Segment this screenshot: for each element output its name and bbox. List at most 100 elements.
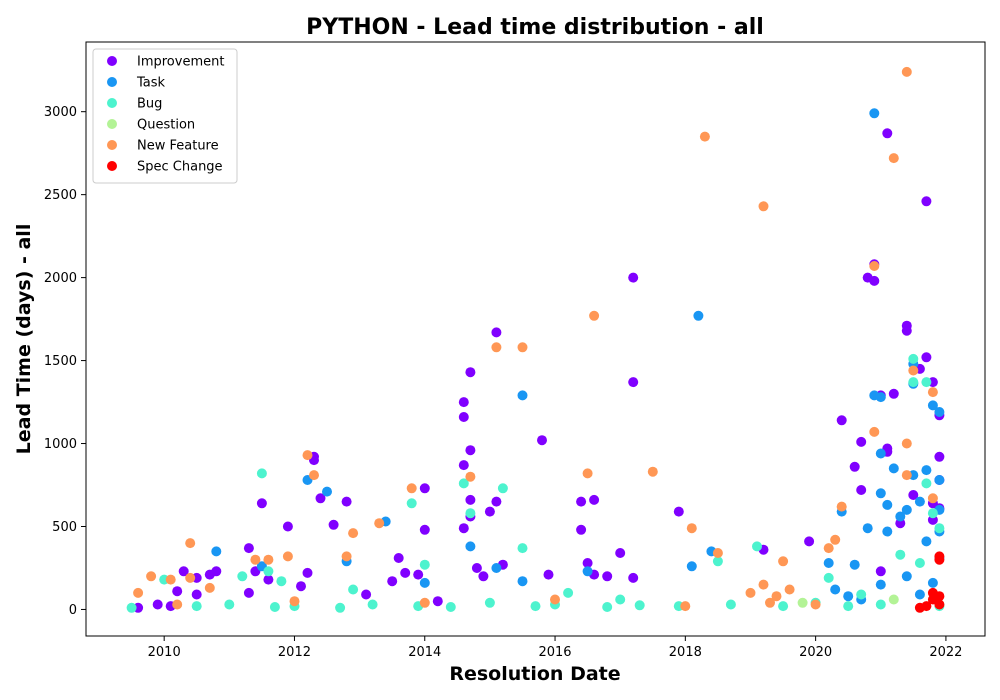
point-bug-8	[458, 478, 469, 489]
x-tick-label: 2022	[929, 645, 962, 660]
x-axis-title: Resolution Date	[449, 663, 620, 685]
point-bug-19	[908, 353, 919, 364]
y-tick-label: 500	[52, 520, 77, 535]
point-new-feature-19	[589, 310, 600, 321]
x-tick-label: 2016	[538, 645, 571, 660]
point-task-36	[934, 407, 945, 417]
point-improvement-46	[576, 496, 587, 507]
point-improvement-3	[178, 566, 189, 577]
point-new-feature-4	[185, 572, 196, 583]
point-task-25	[882, 526, 893, 537]
point-task-11	[582, 566, 593, 577]
point-improvement-62	[856, 485, 867, 495]
point-task-18	[862, 523, 873, 534]
point-bug-25	[914, 558, 925, 568]
point-improvement-22	[361, 589, 372, 600]
point-bug-31	[335, 602, 346, 613]
point-new-feature-3	[185, 538, 196, 549]
point-new-feature-2	[165, 574, 176, 585]
point-improvement-48	[582, 558, 593, 568]
point-improvement-70	[888, 388, 899, 399]
point-improvement-73	[908, 490, 919, 500]
point-new-feature-22	[699, 131, 710, 142]
point-bug-27	[191, 601, 202, 612]
legend: Improvement Task Bug Question New Feature Spe…	[92, 48, 238, 184]
point-bug-45	[875, 599, 886, 610]
point-bug-10	[497, 483, 508, 494]
legend-label: Question	[137, 118, 195, 133]
point-bug-1	[237, 571, 248, 582]
point-task-43	[843, 591, 854, 602]
point-bug-9	[465, 508, 476, 519]
point-improvement-21	[296, 581, 306, 592]
point-improvement-56	[673, 506, 684, 517]
point-bug-36	[530, 601, 541, 612]
point-improvement-36	[465, 494, 476, 505]
point-new-feature-20	[647, 466, 658, 477]
point-bug-35	[484, 597, 495, 608]
point-bug-28	[224, 599, 235, 610]
point-new-feature-14	[406, 483, 417, 494]
point-bug-15	[752, 541, 762, 552]
point-new-feature-26	[823, 543, 834, 554]
legend-box	[92, 48, 238, 184]
point-task-33	[921, 465, 932, 476]
point-improvement-81	[934, 451, 945, 462]
point-task-23	[875, 488, 886, 499]
point-new-feature-43	[172, 599, 183, 610]
point-bug-42	[778, 601, 789, 612]
point-improvement-85	[875, 566, 886, 577]
legend-label: Improvement	[137, 55, 224, 70]
point-improvement-24	[393, 553, 404, 563]
legend-marker	[107, 161, 117, 171]
point-improvement-67	[882, 128, 893, 139]
point-improvement-60	[849, 461, 860, 472]
point-improvement-27	[400, 567, 411, 578]
point-new-feature-0	[133, 587, 144, 598]
point-improvement-1	[152, 599, 163, 610]
x-axis-ticks: 2010 2012 2014 2016 2018 2020 2022	[148, 636, 962, 660]
point-task-37	[934, 475, 945, 485]
x-tick-label: 2014	[408, 645, 441, 660]
point-improvement-58	[804, 536, 815, 547]
point-improvement-26	[419, 524, 430, 535]
point-improvement-34	[465, 445, 476, 456]
point-improvement-51	[602, 571, 613, 582]
point-task-8	[491, 563, 502, 573]
point-new-feature-39	[758, 579, 769, 590]
point-task-7	[465, 541, 476, 552]
point-new-feature-46	[550, 594, 560, 605]
y-axis-ticks: 0 500 1000 1500 2000 2500 3000	[44, 105, 86, 618]
point-bug-34	[445, 602, 456, 612]
point-new-feature-42	[765, 597, 775, 608]
point-new-feature-32	[901, 66, 912, 77]
point-new-feature-7	[263, 554, 274, 565]
point-task-44	[875, 579, 886, 590]
point-new-feature-15	[465, 471, 476, 482]
point-bug-21	[921, 377, 932, 388]
point-improvement-61	[856, 436, 867, 447]
point-improvement-44	[537, 435, 547, 446]
point-new-feature-8	[282, 551, 293, 562]
point-new-feature-27	[830, 534, 841, 545]
point-improvement-11	[256, 498, 267, 509]
point-spec-change-7	[934, 554, 945, 565]
legend-marker	[107, 140, 117, 150]
point-new-feature-11	[341, 551, 352, 562]
point-question-1	[888, 594, 899, 605]
point-improvement-75	[921, 352, 932, 363]
legend-label: Spec Change	[137, 160, 223, 175]
point-task-19	[869, 108, 880, 119]
point-new-feature-18	[582, 468, 593, 479]
point-improvement-29	[432, 596, 443, 607]
y-axis-title: Lead Time (days) - all	[13, 224, 35, 455]
x-tick-label: 2012	[278, 645, 311, 660]
point-improvement-52	[615, 548, 626, 558]
point-improvement-53	[628, 377, 639, 388]
legend-marker	[107, 77, 117, 87]
y-tick-label: 1500	[44, 354, 77, 369]
point-new-feature-30	[869, 426, 880, 437]
point-improvement-18	[328, 519, 339, 530]
point-new-feature-23	[712, 548, 723, 558]
point-bug-2	[256, 468, 267, 479]
